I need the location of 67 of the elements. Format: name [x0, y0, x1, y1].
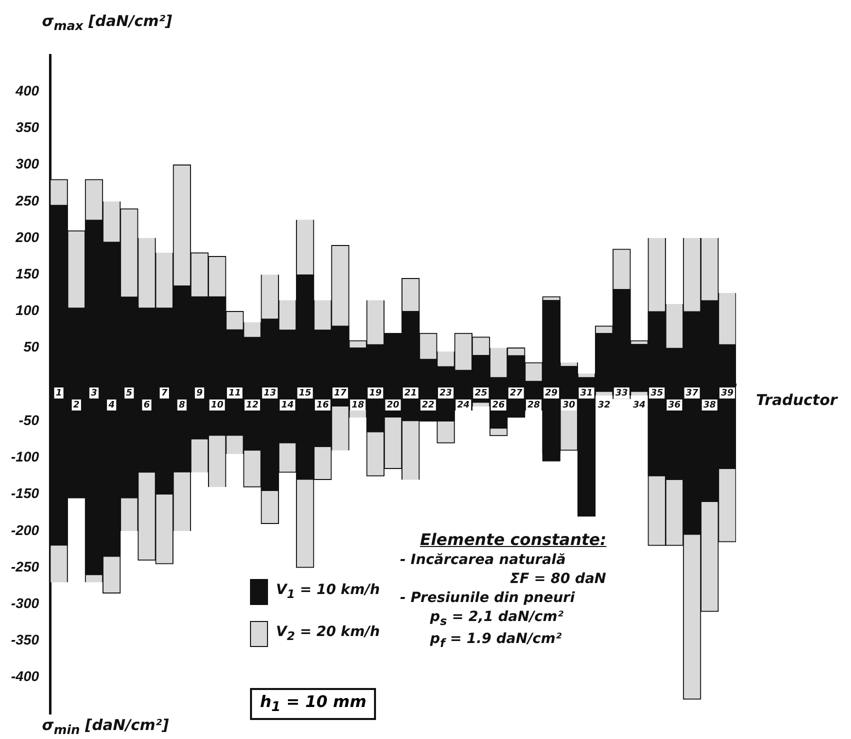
annotation: ΣF = 80 daN [510, 571, 606, 588]
x-tick-label: 19 [369, 388, 382, 398]
x-tick-label: 26 [492, 400, 505, 410]
annotation: p$_{f}$ = 1.9 daN/cm² [430, 631, 563, 650]
x-tick-label: 33 [615, 388, 628, 398]
x-tick-label: 38 [703, 400, 716, 410]
x-tick-label: 13 [264, 388, 276, 398]
y-tick-label: 200 [14, 228, 40, 245]
x-axis-title: Traductor [756, 390, 838, 408]
x-tick-label: 12 [246, 400, 259, 410]
annotation: - Incărcarea naturală [400, 552, 567, 568]
x-tick-label: 21 [404, 388, 417, 398]
x-tick-label: 37 [686, 388, 700, 398]
x-tick-label: 16 [316, 400, 329, 410]
x-tick-label: 14 [281, 400, 294, 410]
y-axis-title: σ$_{max}$ [daN/cm²] [42, 12, 172, 33]
x-tick-label: 31 [580, 388, 593, 398]
y-tick-label: -200 [10, 522, 40, 538]
x-tick-label: 22 [422, 400, 434, 410]
x-tick-label: 6 [144, 400, 150, 410]
x-tick-label: 15 [298, 388, 312, 398]
x-tick-label: 3 [90, 388, 98, 398]
x-tick-label: 11 [228, 388, 241, 398]
x-tick-label: 25 [474, 388, 488, 398]
annotation: p$_{s}$ = 2,1 daN/cm² [430, 609, 564, 628]
x-tick-label: 9 [196, 388, 203, 398]
y-tick-label: 400 [14, 82, 40, 98]
x-tick-label: 29 [545, 388, 558, 398]
annotation: - Presiunile din pneuri [400, 590, 576, 606]
x-tick-label: 30 [562, 400, 576, 410]
x-tick-label: 2 [73, 400, 80, 410]
text: σ$_{min}$ [daN/cm²] [42, 716, 169, 737]
x-tick-label: 34 [632, 400, 646, 410]
x-tick-label: 36 [668, 400, 681, 410]
y-tick-label: -400 [10, 668, 40, 684]
annotation: Elemente constante: [420, 530, 606, 550]
x-tick-label: 20 [386, 400, 400, 410]
y-tick-label: 150 [16, 266, 40, 282]
x-tick-label: 24 [457, 400, 470, 410]
y-tick-label: 100 [16, 302, 40, 318]
annotation: h$_{1}$ = 10 mm [250, 688, 376, 720]
y-tick-label: -300 [10, 595, 40, 612]
x-tick-label: 4 [107, 400, 115, 410]
x-tick-label: 5 [126, 388, 132, 398]
y-tick-label: 250 [14, 192, 40, 208]
y-tick-label: 50 [23, 338, 40, 355]
x-tick-label: 17 [334, 388, 348, 398]
legend-label: V$_{1}$ = 10 km/h [276, 582, 380, 601]
y-tick-label: -50 [18, 412, 40, 428]
legend-label: V$_{2}$ = 20 km/h [276, 624, 380, 643]
x-tick-label: 39 [720, 388, 734, 398]
x-tick-label: 18 [352, 400, 364, 410]
y-tick-label: -100 [10, 448, 40, 465]
x-tick-label: 35 [650, 388, 664, 398]
x-tick-label: 28 [527, 400, 540, 410]
y-tick-label: 350 [16, 119, 40, 136]
y-tick-label: -350 [10, 632, 40, 648]
x-tick-label: 8 [178, 400, 186, 410]
x-tick-label: 27 [510, 388, 524, 398]
x-tick-label: 32 [598, 400, 610, 410]
x-tick-label: 1 [56, 388, 62, 398]
x-tick-label: 7 [161, 388, 168, 398]
y-tick-label: 300 [16, 156, 40, 172]
x-tick-label: 10 [210, 400, 224, 410]
y-tick-label: -250 [10, 558, 40, 574]
x-tick-label: 23 [440, 388, 452, 398]
y-tick-label: -150 [10, 485, 40, 502]
